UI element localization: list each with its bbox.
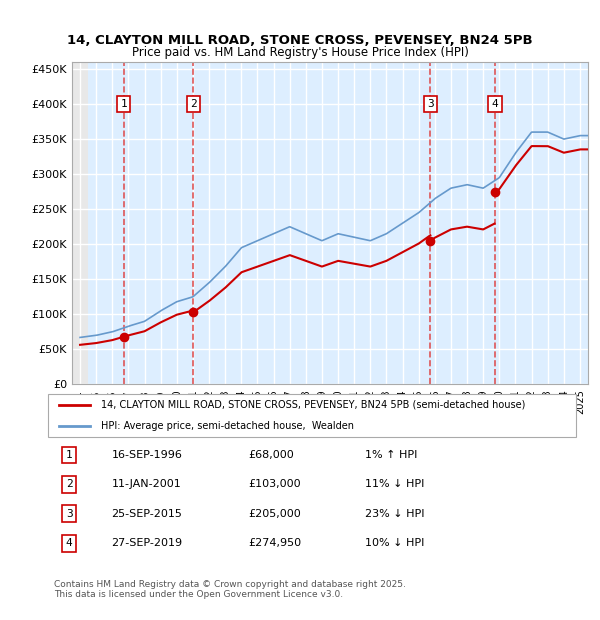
Text: 1% ↑ HPI: 1% ↑ HPI xyxy=(365,450,417,460)
Text: 16-SEP-1996: 16-SEP-1996 xyxy=(112,450,182,460)
Text: £68,000: £68,000 xyxy=(248,450,295,460)
Text: 1: 1 xyxy=(66,450,73,460)
Text: 11% ↓ HPI: 11% ↓ HPI xyxy=(365,479,424,489)
Bar xyxy=(48,62,88,384)
Text: £103,000: £103,000 xyxy=(248,479,301,489)
Text: 3: 3 xyxy=(427,99,434,109)
Text: 27-SEP-2019: 27-SEP-2019 xyxy=(112,538,182,548)
Text: 1: 1 xyxy=(121,99,127,109)
Text: 14, CLAYTON MILL ROAD, STONE CROSS, PEVENSEY, BN24 5PB (semi-detached house): 14, CLAYTON MILL ROAD, STONE CROSS, PEVE… xyxy=(101,399,525,410)
Text: Contains HM Land Registry data © Crown copyright and database right 2025.
This d: Contains HM Land Registry data © Crown c… xyxy=(54,580,406,599)
Text: 3: 3 xyxy=(66,509,73,519)
Text: £205,000: £205,000 xyxy=(248,509,301,519)
Text: £274,950: £274,950 xyxy=(248,538,302,548)
Text: 10% ↓ HPI: 10% ↓ HPI xyxy=(365,538,424,548)
Text: 23% ↓ HPI: 23% ↓ HPI xyxy=(365,509,424,519)
Text: HPI: Average price, semi-detached house,  Wealden: HPI: Average price, semi-detached house,… xyxy=(101,421,354,432)
Text: 11-JAN-2001: 11-JAN-2001 xyxy=(112,479,181,489)
Text: Price paid vs. HM Land Registry's House Price Index (HPI): Price paid vs. HM Land Registry's House … xyxy=(131,46,469,59)
Text: 25-SEP-2015: 25-SEP-2015 xyxy=(112,509,182,519)
Text: 4: 4 xyxy=(492,99,499,109)
Text: 4: 4 xyxy=(66,538,73,548)
Text: 2: 2 xyxy=(190,99,197,109)
FancyBboxPatch shape xyxy=(48,394,576,437)
Text: 2: 2 xyxy=(66,479,73,489)
Text: 14, CLAYTON MILL ROAD, STONE CROSS, PEVENSEY, BN24 5PB: 14, CLAYTON MILL ROAD, STONE CROSS, PEVE… xyxy=(67,34,533,46)
